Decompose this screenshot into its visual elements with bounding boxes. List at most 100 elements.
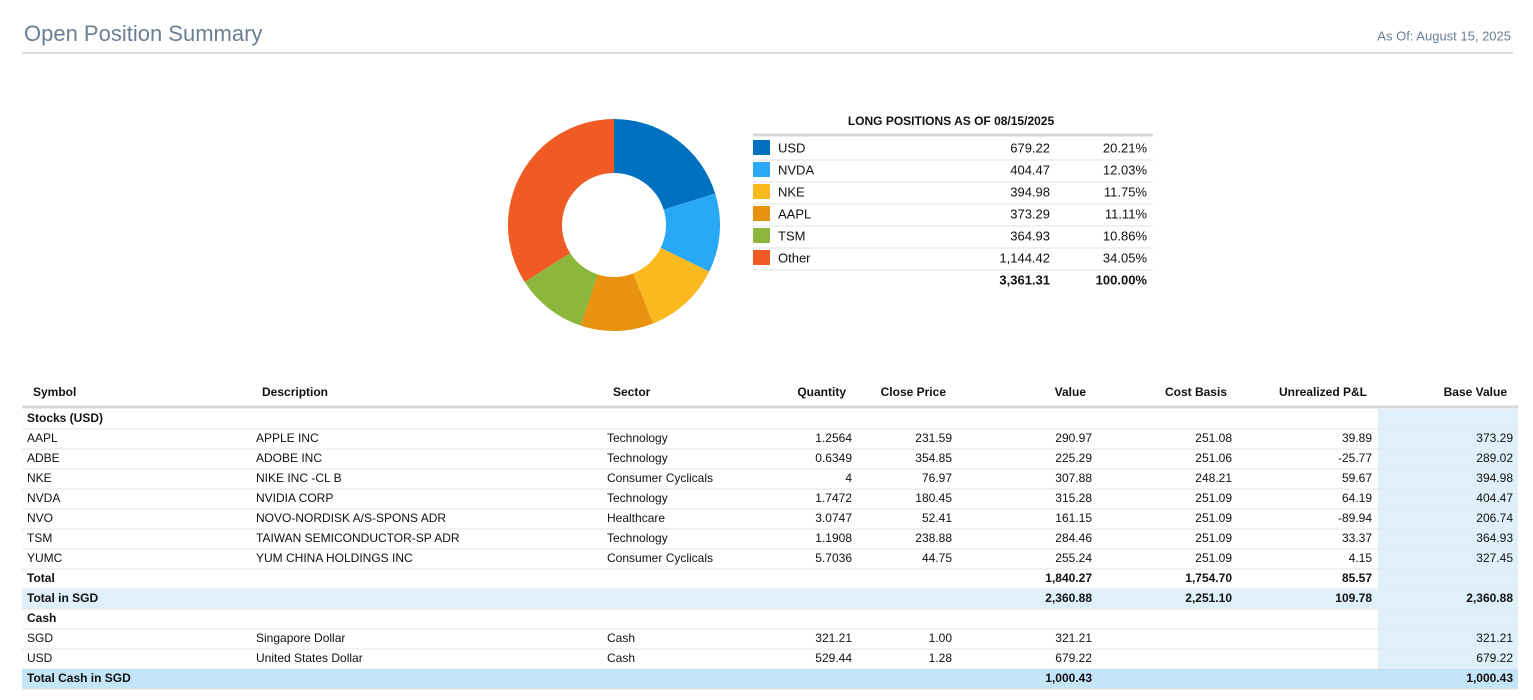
column-header: Description <box>262 385 328 399</box>
legend-label: NVDA <box>778 162 814 177</box>
table-cell: Healthcare <box>607 511 665 525</box>
section-title: Cash <box>27 611 56 625</box>
table-cell: ADOBE INC <box>256 451 322 465</box>
table-cell: 251.09 <box>1195 491 1232 505</box>
legend-percent: 10.86% <box>1103 228 1148 243</box>
base-value-cell <box>1378 509 1518 529</box>
table-cell: 1.00 <box>929 631 953 645</box>
table-cell: 679.22 <box>1055 651 1092 665</box>
pie-slice <box>524 252 598 326</box>
table-cell: 206.74 <box>1476 511 1513 525</box>
section-title: Stocks (USD) <box>27 411 103 425</box>
table-cell: 255.24 <box>1055 551 1092 565</box>
base-value-cell <box>1378 549 1518 569</box>
legend-swatch <box>753 140 770 155</box>
table-cell: Consumer Cyclicals <box>607 471 713 485</box>
table-cell: Technology <box>607 531 668 545</box>
table-cell: United States Dollar <box>256 651 363 665</box>
table-cell: 251.09 <box>1195 511 1232 525</box>
total-cell: 1,000.43 <box>1466 671 1513 685</box>
total-cell: Total Cash in SGD <box>27 671 131 685</box>
column-header: Symbol <box>33 385 76 399</box>
table-cell: SGD <box>27 631 53 645</box>
table-cell: AAPL <box>27 431 58 445</box>
legend-swatch <box>753 184 770 199</box>
table-cell: NVO <box>27 511 53 525</box>
total-row-bg <box>22 669 1518 689</box>
table-cell: APPLE INC <box>256 431 319 445</box>
table-cell: -89.94 <box>1338 511 1372 525</box>
total-cell: 2,251.10 <box>1185 591 1232 605</box>
column-header: Sector <box>613 385 651 399</box>
table-cell: 290.97 <box>1055 431 1092 445</box>
legend-value: 679.22 <box>1010 140 1050 155</box>
table-cell: 321.21 <box>815 631 852 645</box>
total-cell: Total in SGD <box>27 591 98 605</box>
table-cell: Technology <box>607 491 668 505</box>
total-cell: 1,840.27 <box>1045 571 1092 585</box>
table-cell: 251.08 <box>1195 431 1232 445</box>
legend-label: AAPL <box>778 206 811 221</box>
column-header: Unrealized P&L <box>1279 385 1367 399</box>
table-cell: 225.29 <box>1055 451 1092 465</box>
as-of-date: As Of: August 15, 2025 <box>1377 28 1511 43</box>
legend-total-percent: 100.00% <box>1096 272 1148 287</box>
table-cell: NVIDIA CORP <box>256 491 333 505</box>
legend-value: 404.47 <box>1010 162 1050 177</box>
table-cell: 394.98 <box>1476 471 1513 485</box>
legend-value: 1,144.42 <box>999 250 1050 265</box>
table-cell: Technology <box>607 431 668 445</box>
table-cell: TAIWAN SEMICONDUCTOR-SP ADR <box>256 531 460 545</box>
table-cell: Technology <box>607 451 668 465</box>
column-header: Quantity <box>797 385 846 399</box>
legend-swatch <box>753 228 770 243</box>
table-cell: 315.28 <box>1055 491 1092 505</box>
table-cell: 4.15 <box>1349 551 1373 565</box>
table-cell: 1.2564 <box>815 431 852 445</box>
table-cell: 364.93 <box>1476 531 1513 545</box>
legend-label: TSM <box>778 228 805 243</box>
table-cell: 404.47 <box>1476 491 1513 505</box>
legend-swatch <box>753 250 770 265</box>
base-value-cell <box>1378 469 1518 489</box>
table-cell: 354.85 <box>915 451 952 465</box>
legend-value: 394.98 <box>1010 184 1050 199</box>
total-cell: 2,360.88 <box>1045 591 1092 605</box>
base-value-cell <box>1378 529 1518 549</box>
base-value-cell <box>1378 429 1518 449</box>
total-cell: 2,360.88 <box>1466 591 1513 605</box>
table-cell: 33.37 <box>1342 531 1372 545</box>
pie-slice <box>508 119 614 283</box>
table-cell: 679.22 <box>1476 651 1513 665</box>
table-cell: 76.97 <box>922 471 952 485</box>
legend-value: 373.29 <box>1010 206 1050 221</box>
table-cell: Cash <box>607 631 635 645</box>
legend-value: 364.93 <box>1010 228 1050 243</box>
table-cell: -25.77 <box>1338 451 1372 465</box>
total-cell: 1,754.70 <box>1185 571 1232 585</box>
legend-percent: 34.05% <box>1103 250 1148 265</box>
table-cell: 4 <box>845 471 852 485</box>
table-cell: USD <box>27 651 53 665</box>
pie-slice <box>633 247 710 324</box>
table-cell: 1.28 <box>929 651 953 665</box>
column-header: Close Price <box>881 385 947 399</box>
legend-percent: 20.21% <box>1103 140 1148 155</box>
table-cell: Consumer Cyclicals <box>607 551 713 565</box>
legend-label: USD <box>778 140 805 155</box>
table-cell: NOVO-NORDISK A/S-SPONS ADR <box>256 511 446 525</box>
table-cell: NIKE INC -CL B <box>256 471 342 485</box>
table-cell: 52.41 <box>922 511 952 525</box>
legend-percent: 12.03% <box>1103 162 1148 177</box>
table-cell: 284.46 <box>1055 531 1092 545</box>
table-cell: 59.67 <box>1342 471 1372 485</box>
table-cell: ADBE <box>27 451 60 465</box>
table-cell: YUMC <box>27 551 63 565</box>
pie-slice <box>614 119 716 210</box>
table-cell: 251.09 <box>1195 531 1232 545</box>
total-cell: 85.57 <box>1342 571 1372 585</box>
table-cell: 238.88 <box>915 531 952 545</box>
table-cell: 251.09 <box>1195 551 1232 565</box>
table-cell: 44.75 <box>922 551 952 565</box>
